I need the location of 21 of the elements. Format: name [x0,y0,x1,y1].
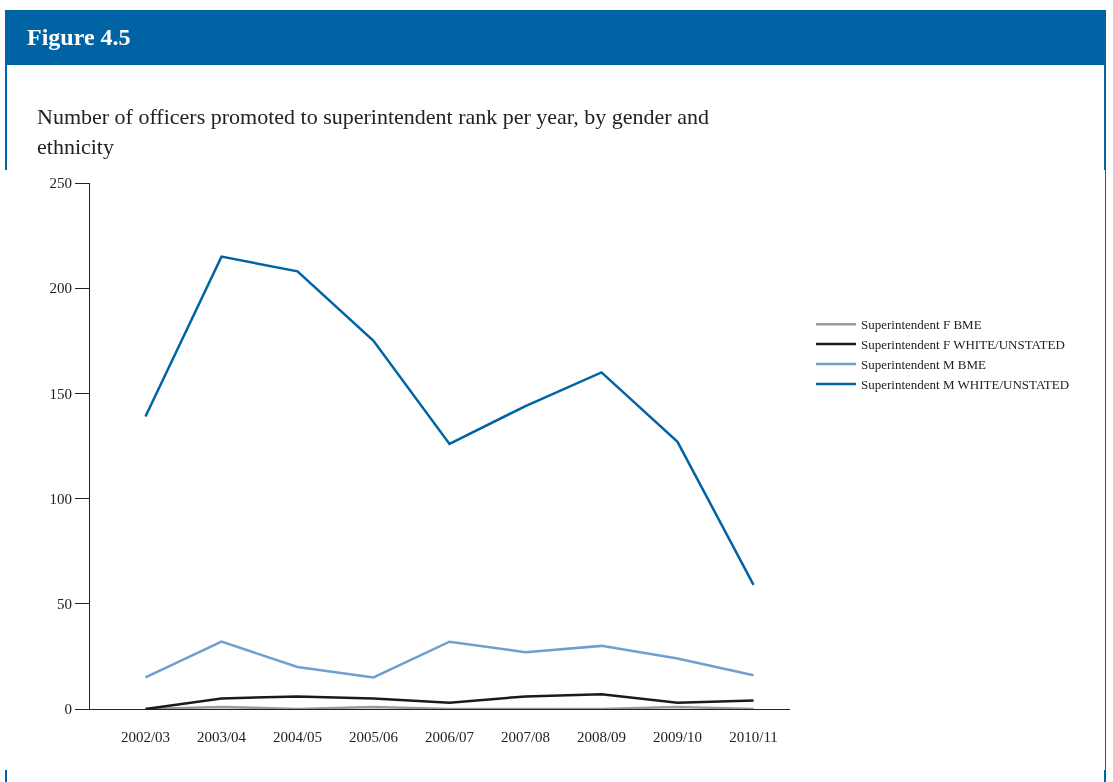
legend-label: Superintendent M BME [861,357,986,373]
x-tick-label: 2007/08 [500,729,551,745]
x-tick-label: 2008/09 [576,729,627,745]
legend-label: Superintendent F BME [861,317,982,333]
x-tick-label: 2004/05 [272,729,323,745]
chart-subtitle: Number of officers promoted to superintendent rank per year, by gender and ethnicity [37,103,710,161]
y-tick-label: 50 [57,596,72,613]
x-tick-label: 2010/11 [729,729,778,745]
y-tick-label: 200 [49,280,72,297]
y-tick-label: 250 [49,175,72,192]
x-tick-label: 2006/07 [424,729,475,745]
y-tick-label: 150 [49,385,72,402]
y-tick-label: 0 [64,701,72,718]
legend-label: Superintendent M WHITE/UNSTATED [861,376,1070,392]
legend-label: Superintendent F WHITE/UNSTATED [861,337,1065,353]
chart-title: Figure 4.5 [5,10,1106,65]
y-tick-label: 100 [49,490,72,507]
x-tick-label: 2005/06 [348,729,399,745]
x-tick-label: 2009/10 [652,729,703,745]
x-tick-label: 2003/04 [196,729,247,745]
x-tick-label: 2002/03 [120,729,171,745]
